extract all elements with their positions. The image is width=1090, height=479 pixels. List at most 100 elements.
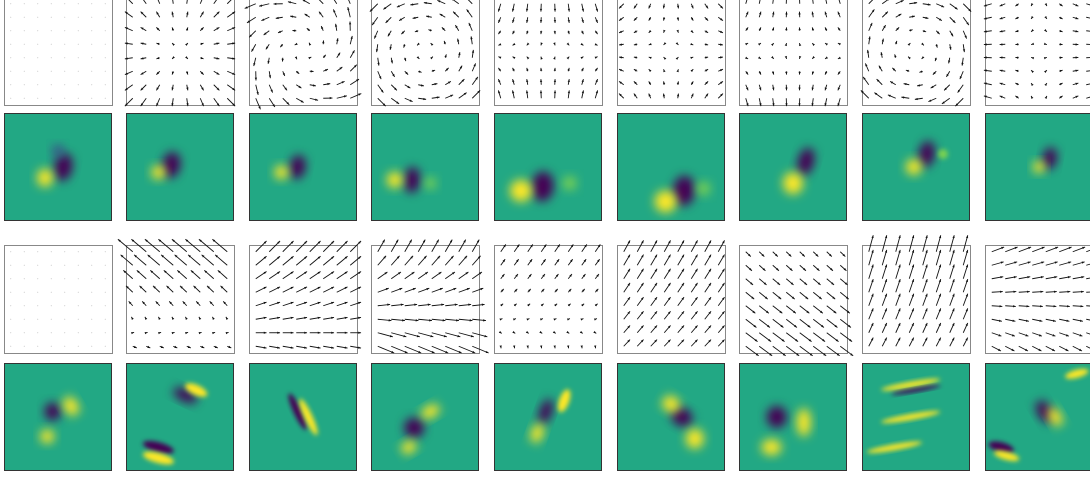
quiver-dot — [51, 44, 52, 45]
quiver-dot — [91, 278, 92, 279]
quiver-dot — [10, 265, 11, 266]
quiver-dot — [37, 332, 38, 333]
quiver-dot — [91, 332, 92, 333]
quiver-panel — [370, 0, 480, 106]
quiver-dot — [24, 57, 25, 58]
quiver-panel — [986, 246, 1090, 354]
panel-frame — [495, 246, 603, 354]
quiver-dot — [91, 265, 92, 266]
filter-panel — [371, 363, 479, 471]
quiver-dot — [78, 44, 79, 45]
quiver-dot — [105, 44, 106, 45]
filter-bg — [617, 363, 725, 471]
filter-blob — [686, 429, 704, 449]
quiver-dot — [24, 98, 25, 99]
panel-frame — [372, 0, 480, 106]
quiver-dot — [37, 71, 38, 72]
filter-blob — [52, 145, 64, 157]
quiver-panel — [5, 0, 113, 106]
quiver-dot — [91, 346, 92, 347]
quiver-panel — [5, 246, 113, 354]
quiver-dot — [64, 84, 65, 85]
filter-panel — [985, 363, 1090, 471]
filter-blob — [45, 403, 61, 421]
quiver-dot — [64, 265, 65, 266]
quiver-dot — [37, 278, 38, 279]
panel-frame — [495, 0, 603, 106]
quiver-dot — [91, 17, 92, 18]
quiver-dot — [64, 44, 65, 45]
quiver-dot — [91, 84, 92, 85]
quiver-dot — [51, 57, 52, 58]
filter-blob — [767, 406, 787, 428]
quiver-panel — [984, 0, 1090, 106]
quiver-panel — [495, 244, 603, 353]
quiver-dot — [78, 278, 79, 279]
quiver-dot — [105, 265, 106, 266]
filter-bg — [739, 113, 847, 221]
quiver-dot — [24, 346, 25, 347]
quiver-dot — [78, 84, 79, 85]
quiver-dot — [64, 71, 65, 72]
filter-blob — [37, 169, 53, 187]
quiver-panel — [495, 0, 603, 106]
quiver-dot — [51, 278, 52, 279]
quiver-dot — [105, 319, 106, 320]
quiver-dot — [51, 3, 52, 4]
quiver-dot — [91, 30, 92, 31]
quiver-dot — [51, 251, 52, 252]
quiver-dot — [51, 319, 52, 320]
quiver-dot — [24, 17, 25, 18]
quiver-dot — [51, 30, 52, 31]
quiver-dot — [24, 292, 25, 293]
filter-panel — [985, 113, 1090, 221]
quiver-dot — [91, 319, 92, 320]
quiver-dot — [24, 84, 25, 85]
filter-blob — [906, 159, 922, 175]
quiver-dot — [91, 251, 92, 252]
filter-panel — [862, 363, 970, 471]
quiver-dot — [51, 98, 52, 99]
quiver-dot — [10, 17, 11, 18]
quiver-dot — [24, 319, 25, 320]
quiver-dot — [51, 305, 52, 306]
quiver-panel — [861, 0, 971, 106]
quiver-dot — [24, 71, 25, 72]
filter-panel — [494, 113, 602, 221]
quiver-dot — [64, 251, 65, 252]
quiver-dot — [105, 332, 106, 333]
quiver-dot — [64, 319, 65, 320]
filter-blob — [761, 439, 781, 455]
quiver-dot — [24, 305, 25, 306]
quiver-panel — [372, 240, 489, 354]
quiver-dot — [10, 278, 11, 279]
quiver-dot — [51, 292, 52, 293]
arrow-head — [486, 351, 489, 353]
quiver-dot — [51, 332, 52, 333]
quiver-dot — [105, 57, 106, 58]
quiver-panel — [740, 246, 854, 356]
quiver-dot — [91, 71, 92, 72]
quiver-panel — [740, 0, 848, 106]
quiver-dot — [10, 84, 11, 85]
quiver-dot — [37, 319, 38, 320]
filter-panel — [494, 363, 602, 471]
filter-panel — [371, 113, 479, 221]
quiver-dot — [91, 98, 92, 99]
filter-blob — [797, 408, 811, 436]
quiver-dot — [64, 98, 65, 99]
quiver-dot — [10, 44, 11, 45]
quiver-dot — [37, 346, 38, 347]
panel-frame — [372, 246, 480, 354]
quiver-dot — [37, 30, 38, 31]
quiver-dot — [64, 332, 65, 333]
panel-frame — [986, 0, 1090, 106]
filter-blob — [151, 165, 165, 179]
figure — [0, 0, 1090, 479]
arrow-head — [358, 302, 361, 304]
quiver-dot — [10, 346, 11, 347]
quiver-dot — [78, 3, 79, 4]
arrow-head — [358, 332, 361, 334]
quiver-dot — [24, 3, 25, 4]
quiver-dot — [51, 265, 52, 266]
